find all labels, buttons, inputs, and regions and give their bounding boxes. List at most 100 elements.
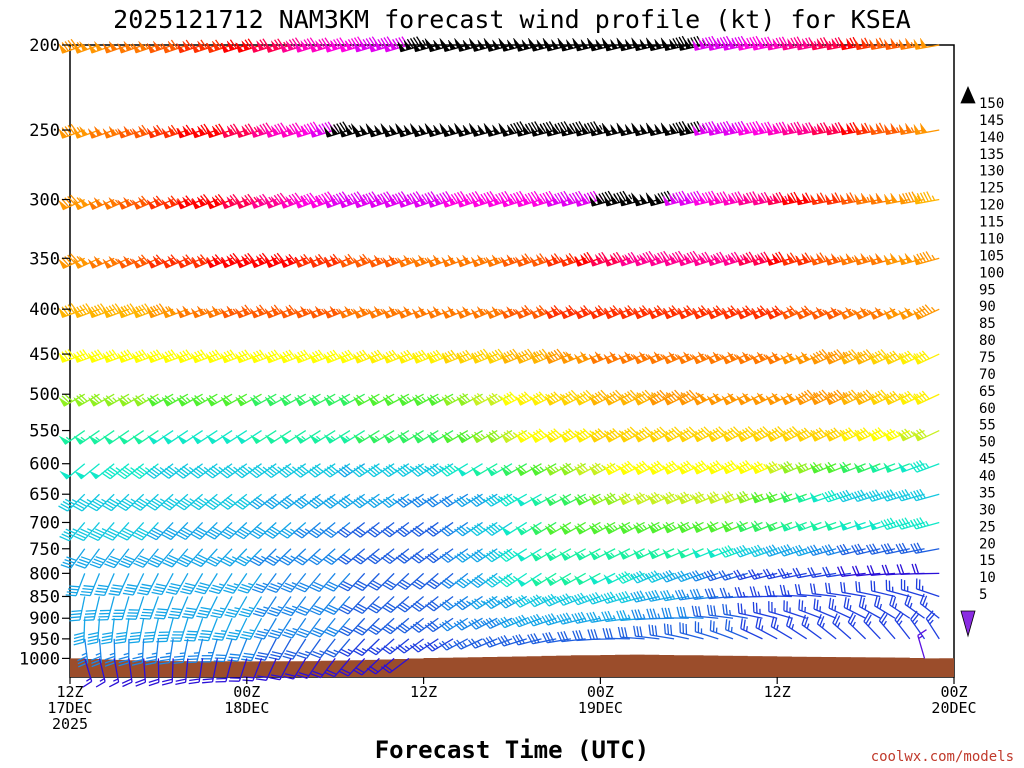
barb-full-flag [336, 500, 346, 509]
barb-full-flag [312, 554, 323, 561]
barb-pennant [795, 432, 805, 442]
barb-full-flag [845, 351, 854, 361]
wind-barb [603, 389, 631, 406]
barb-full-flag [600, 594, 608, 604]
wind-barb [308, 349, 336, 364]
barb-pennant [315, 196, 324, 207]
barb-half-flag [497, 257, 503, 263]
barb-full-flag [910, 491, 917, 501]
barb-full-flag [141, 124, 149, 134]
barb-full-flag [621, 463, 630, 473]
barb-pennant [721, 125, 730, 136]
wind-barb [118, 548, 145, 569]
wind-barb [498, 572, 528, 588]
barb-full-flag [630, 574, 638, 584]
barb-pennant [500, 526, 512, 536]
barb-full-flag [85, 609, 97, 612]
barb-pennant [323, 396, 334, 406]
barb-full-flag [849, 37, 856, 48]
barb-half-flag [663, 307, 668, 313]
barb-pennant [574, 309, 584, 319]
barb-full-flag [874, 489, 882, 499]
barb-full-flag [67, 304, 75, 314]
wind-barb [618, 548, 645, 560]
barb-full-flag [199, 582, 210, 587]
barb-shaft [244, 548, 262, 567]
barb-pennant [529, 353, 540, 364]
barb-full-flag [139, 555, 150, 561]
wind-barb [239, 617, 263, 641]
barb-pennant [235, 127, 244, 138]
barb-shaft [446, 617, 469, 632]
barb-pennant [662, 40, 671, 51]
barb-half-flag [898, 353, 904, 358]
barb-full-flag [385, 351, 394, 362]
barb-full-flag [61, 127, 69, 137]
wind-barb [736, 490, 763, 504]
barb-half-flag [819, 606, 822, 612]
barb-full-flag [412, 498, 422, 506]
barb-full-flag [135, 306, 143, 316]
barb-half-flag [677, 307, 683, 313]
barb-full-flag [683, 392, 692, 402]
barb-full-flag [224, 614, 235, 618]
barb-full-flag [288, 349, 296, 359]
barb-pennant [603, 256, 613, 267]
barb-full-flag [129, 638, 140, 641]
barb-pennant [618, 465, 629, 475]
wind-barb [603, 492, 631, 506]
barb-full-flag [355, 605, 366, 612]
barb-full-flag [189, 471, 199, 479]
wind-barb [235, 548, 262, 567]
barb-pennant [795, 492, 804, 503]
barb-shaft [362, 572, 380, 591]
barb-full-flag [647, 572, 656, 582]
barb-full-flag [752, 601, 755, 613]
wind-barb [750, 305, 778, 320]
barb-full-flag [409, 499, 419, 508]
wind-barb [515, 521, 542, 536]
barb-full-flag [819, 192, 826, 203]
wind-barb [250, 304, 277, 319]
wind-barb [410, 521, 439, 537]
barb-half-flag [291, 581, 297, 586]
barb-full-flag [609, 392, 618, 402]
barb-shaft [228, 521, 248, 540]
barb-full-flag [343, 625, 353, 632]
wind-barb [73, 349, 100, 363]
barb-full-flag [386, 623, 396, 631]
barb-full-flag [586, 612, 593, 623]
barb-pennant [825, 194, 833, 205]
barb-full-flag [854, 491, 862, 501]
barb-pennant [654, 254, 663, 265]
barb-half-flag [76, 42, 81, 47]
barb-full-flag [790, 192, 797, 203]
barb-full-flag [833, 427, 842, 436]
wind-barb [751, 36, 778, 51]
barb-full-flag [559, 595, 567, 605]
ground-layer [70, 654, 954, 677]
barb-full-flag [753, 430, 763, 439]
barb-full-flag [257, 630, 268, 635]
barb-full-flag [650, 394, 659, 403]
wind-barb [500, 521, 528, 536]
barb-full-flag [603, 593, 611, 603]
barb-pennant [809, 432, 820, 442]
barb-full-flag [624, 462, 633, 471]
barb-full-flag [798, 430, 807, 439]
barb-pennant [648, 195, 657, 206]
barb-full-flag [115, 634, 127, 638]
barb-full-flag [731, 192, 738, 203]
barb-full-flag [353, 37, 361, 47]
barb-shaft [220, 596, 233, 618]
barb-half-flag [674, 354, 680, 359]
barb-pennant [102, 128, 112, 139]
barb-full-flag [509, 349, 518, 359]
barb-pennant [795, 39, 804, 51]
barb-pennant [869, 39, 877, 50]
barb-pennant [515, 309, 525, 319]
barb-pennant [845, 307, 855, 317]
barb-full-flag [768, 462, 777, 472]
barb-full-flag [285, 606, 296, 612]
wind-barb [839, 461, 866, 474]
